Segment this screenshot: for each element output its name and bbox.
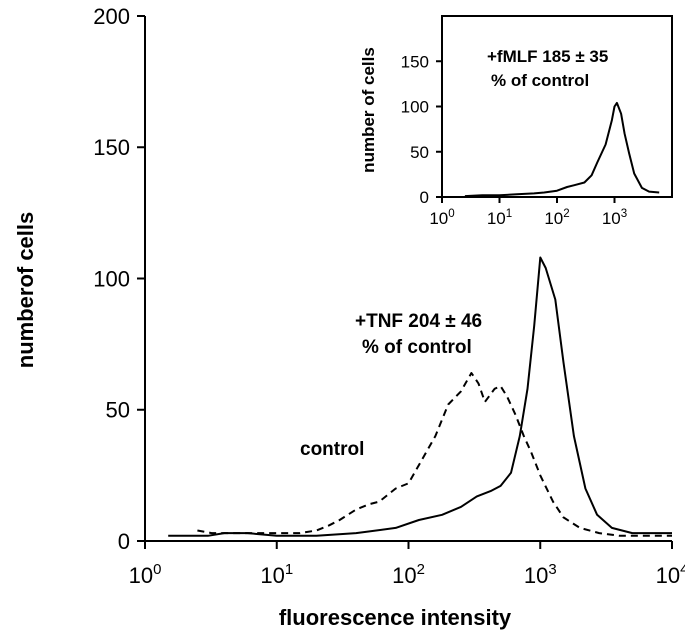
main-x-axis-title: fluorescence intensity xyxy=(279,605,512,630)
inset-series-fmlf xyxy=(464,101,660,198)
inset-x-tick-label: 101 xyxy=(487,208,512,228)
main-x-tick-label: 102 xyxy=(392,561,425,588)
main-plot: 0 50 100 150 200 100 101 102 103 104 fluorescenc… xyxy=(13,4,685,630)
inset-y-tick-label: 0 xyxy=(420,188,429,207)
main-y-axis-title: numberof cells xyxy=(13,212,38,368)
main-x-tick-label: 101 xyxy=(260,561,293,588)
inset-y-tick-label: 50 xyxy=(410,143,429,162)
main-series-control xyxy=(197,372,672,537)
main-x-tick-label: 103 xyxy=(524,561,557,588)
main-y-tick-label: 50 xyxy=(106,398,130,423)
main-x-tick-label: 104 xyxy=(656,561,685,588)
control-label: control xyxy=(300,439,364,460)
inset-x-tick-label: 100 xyxy=(429,208,454,228)
main-y-tick-label: 0 xyxy=(118,529,130,554)
inset-x-tick-label: 102 xyxy=(544,208,569,228)
main-y-tick-label: 150 xyxy=(93,135,130,160)
inset-y-axis-title: number of cells xyxy=(359,47,378,173)
main-series-tnf xyxy=(168,256,672,537)
main-y-tick-label: 200 xyxy=(93,4,130,29)
inset-x-tick-label: 103 xyxy=(602,208,627,228)
inset-plot: 0 50 100 150 100 101 102 103 number of cells +… xyxy=(359,15,673,228)
inset-y-tick-label: 150 xyxy=(401,52,429,71)
fmlf-percent-label: % of control xyxy=(491,71,589,90)
inset-frame xyxy=(441,15,673,198)
inset-y-tick-label: 100 xyxy=(401,98,429,117)
main-x-tick-label: 100 xyxy=(129,561,162,588)
tnf-percent-label: % of control xyxy=(362,337,472,358)
main-y-tick-label: 100 xyxy=(93,266,130,291)
fmlf-label: +fMLF 185 ± 35 xyxy=(487,47,608,66)
tnf-label: +TNF 204 ± 46 xyxy=(355,311,482,332)
